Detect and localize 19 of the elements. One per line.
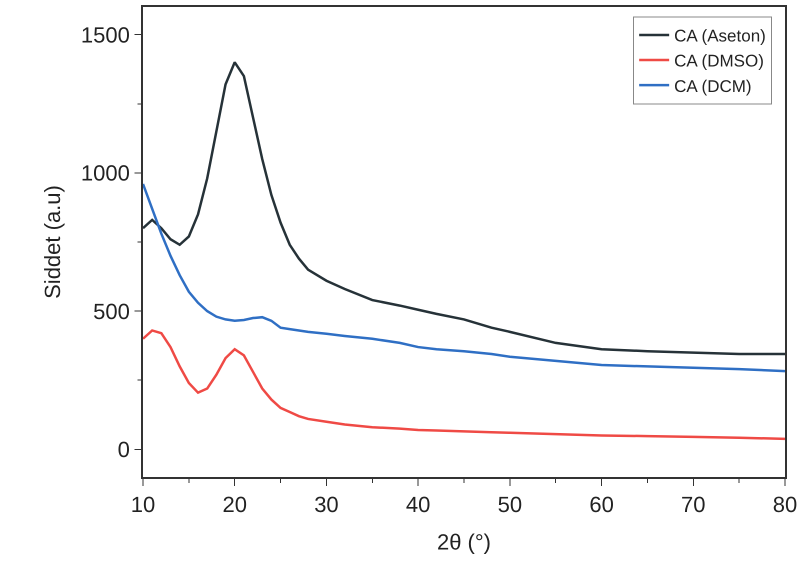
line-series (143, 182, 785, 372)
y-tick-label: 500 (93, 298, 130, 324)
x-tick-label: 30 (314, 492, 339, 518)
legend-label: CA (Aseton) (674, 26, 766, 46)
y-tick-label: 1000 (80, 160, 130, 186)
y-tick-label: 0 (118, 437, 130, 462)
x-tick-label: 20 (222, 492, 247, 518)
x-tick-label: 80 (772, 492, 798, 518)
x-tick-label: 70 (681, 492, 706, 518)
x-tick-label: 60 (589, 492, 614, 518)
y-tick-label: 1500 (80, 22, 130, 48)
x-tick-label: 10 (130, 492, 156, 518)
legend-label: CA (DMSO) (674, 52, 764, 71)
line-series (143, 329, 785, 440)
legend-label: CA (DCM) (674, 76, 752, 96)
x-tick-label: 40 (406, 492, 430, 518)
y-axis-title: Siddet (a.u) (40, 185, 66, 299)
x-axis-title: 2θ (°) (436, 530, 492, 555)
x-tick-label: 50 (498, 492, 522, 518)
